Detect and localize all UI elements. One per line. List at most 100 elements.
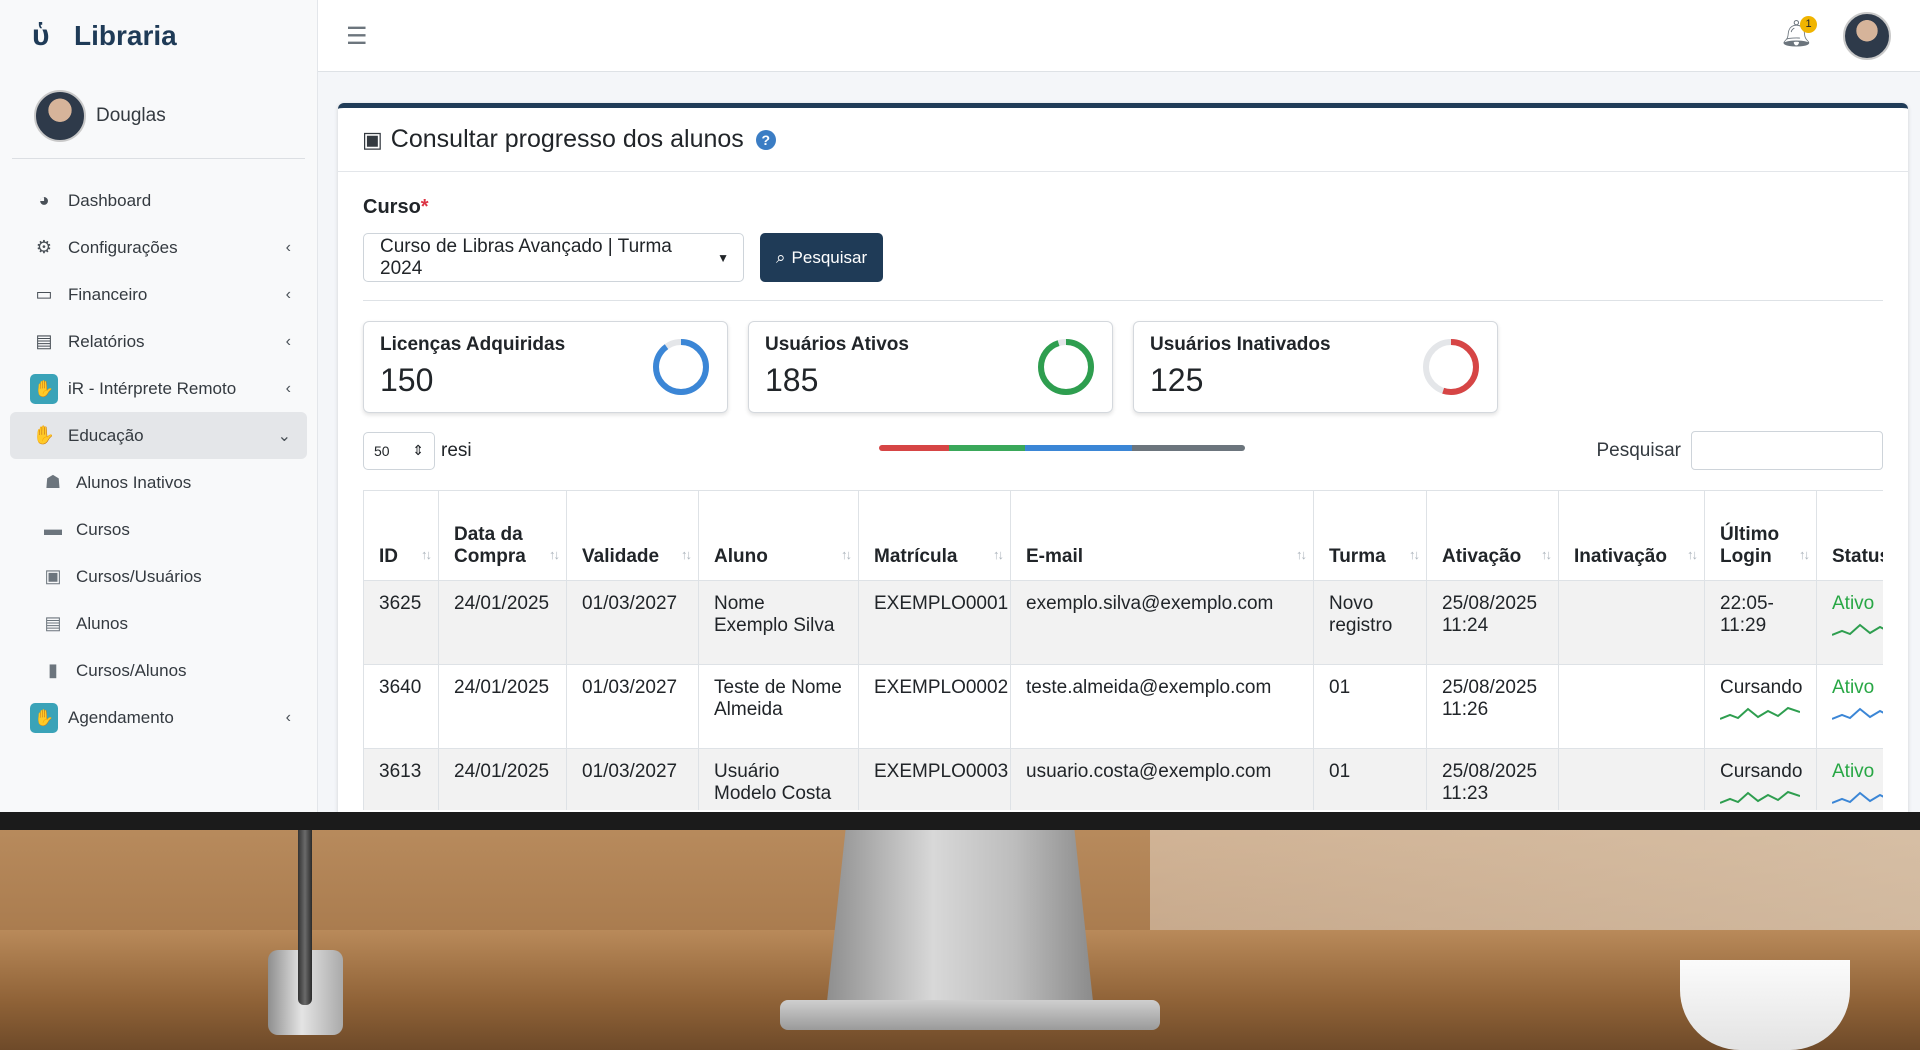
cell-value: EXEMPLO0002 — [874, 677, 1009, 698]
table-cell: Ativo — [1816, 664, 1883, 749]
cell-value: Teste de Nome Almeida — [714, 677, 842, 720]
sidebar-item-educacao[interactable]: ✋ Educação ⌄ — [10, 412, 307, 459]
column-header-label: Ativação — [1442, 546, 1522, 567]
sidebar-item-agendamento[interactable]: ✋ Agendamento ‹ — [10, 694, 307, 741]
cell-value: 3640 — [379, 677, 422, 698]
hamburger-menu-icon[interactable]: ☰ — [346, 23, 368, 50]
avatar — [34, 90, 86, 142]
notification-badge: 1 — [1800, 16, 1817, 33]
table-row[interactable]: 3625 24/01/2025 01/03/2027 Nome Exemplo Sil… — [363, 580, 1883, 665]
cell-value: Ativo — [1832, 677, 1875, 698]
column-header[interactable]: Status↑↓ — [1816, 490, 1883, 581]
dashboard-icon: ◕ — [38, 190, 50, 210]
progress-segment — [879, 445, 949, 451]
page-length-select[interactable]: 50 ⇕ — [363, 431, 435, 470]
table-cell: usuario.costa@exemplo.com — [1010, 748, 1314, 810]
sidebar-item-interprete-remoto[interactable]: ✋ iR - Intérprete Remoto ‹ — [10, 365, 307, 412]
sidebar-item-cursos-usuarios[interactable]: ▣ Cursos/Usuários — [10, 553, 307, 600]
stat-label: Licenças Adquiridas — [380, 334, 566, 355]
sort-updown-icon: ⇕ — [412, 442, 424, 458]
sidebar-item-financeiro[interactable]: ▭ Financeiro ‹ — [10, 271, 307, 318]
filter-input[interactable] — [1691, 431, 1883, 470]
brand-name: Libraria — [74, 20, 177, 51]
cell-value: teste.almeida@exemplo.com — [1026, 677, 1272, 698]
table-cell: Teste de Nome Almeida — [698, 664, 859, 749]
id-card-icon: ▣ — [362, 126, 383, 152]
progress-card: ▣ Consultar progresso dos alunos ? Curso… — [338, 103, 1908, 812]
column-header-label: Turma — [1329, 546, 1386, 567]
sort-icon: ↑↓ — [1799, 547, 1810, 562]
table-cell: Cursando — [1704, 664, 1817, 749]
search-button[interactable]: ⌕ Pesquisar — [760, 233, 884, 282]
column-header-label: Matrícula — [874, 546, 958, 567]
sparkline — [1720, 790, 1800, 804]
sparkline-path — [1832, 623, 1883, 636]
monitor: ὑ Libraria Douglas ◕ Dashboard ⚙ Configu… — [0, 0, 1920, 830]
filter-label: Pesquisar — [1596, 439, 1682, 461]
course-select[interactable]: Curso de Libras Avançado | Turma 2024 ▼ — [363, 233, 744, 282]
sign-language-icon: ✋ — [32, 425, 56, 445]
donut-fill — [1423, 339, 1479, 395]
cell-value: exemplo.silva@exemplo.com — [1026, 593, 1274, 614]
table-cell: 01/03/2027 — [566, 748, 699, 810]
user-panel[interactable]: Douglas — [12, 72, 305, 159]
sidebar-item-alunos-inativos[interactable]: ☗ Alunos Inativos — [10, 459, 307, 506]
sidebar-item-dashboard[interactable]: ◕ Dashboard — [10, 177, 307, 224]
table-cell: Cursando — [1704, 748, 1817, 810]
sidebar-item-alunos[interactable]: ▤ Alunos — [10, 600, 307, 647]
search-button-label: Pesquisar — [791, 247, 868, 267]
page-length-suffix: resi — [441, 439, 472, 461]
column-header[interactable]: Aluno ↑↓ — [698, 490, 859, 581]
table-row[interactable]: 3640 24/01/2025 01/03/2027 Teste de Nome Al… — [363, 664, 1883, 749]
table-cell: 24/01/2025 — [438, 580, 567, 665]
required-mark: * — [420, 196, 429, 218]
stat-card: Licenças Adquiridas 150 — [363, 321, 728, 413]
brand[interactable]: ὑ Libraria — [0, 0, 317, 72]
column-header[interactable]: Ativação ↑↓ — [1426, 490, 1559, 581]
sidebar-item-configuracoes[interactable]: ⚙ Configurações ‹ — [10, 224, 307, 271]
cell-value: 24/01/2025 — [454, 677, 550, 698]
column-header[interactable]: Data da Compra ↑↓ — [438, 490, 567, 581]
sidebar-item-cursos[interactable]: ▬ Cursos — [10, 506, 307, 553]
column-header[interactable]: Turma ↑↓ — [1313, 490, 1427, 581]
column-header[interactable]: Validade ↑↓ — [566, 490, 699, 581]
caret-down-icon: ▼ — [717, 250, 729, 265]
column-header-label: Validade — [582, 546, 660, 567]
table-cell: Ativo — [1816, 580, 1883, 665]
progress-strip — [879, 445, 1245, 451]
user-avatar-button[interactable] — [1843, 12, 1891, 60]
table-row[interactable]: 3613 24/01/2025 01/03/2027 Usuário Modelo C… — [363, 748, 1883, 810]
column-header[interactable]: Último Login ↑↓ — [1704, 490, 1817, 581]
column-header[interactable]: ID ↑↓ — [363, 490, 439, 581]
screen: ὑ Libraria Douglas ◕ Dashboard ⚙ Configu… — [0, 0, 1920, 812]
chevron-left-icon: ‹ — [285, 379, 291, 397]
table-cell: 3613 — [363, 748, 439, 810]
users-cog-icon: ⚙ — [35, 237, 53, 257]
sidebar-item-relatorios[interactable]: ▤ Relatórios ‹ — [10, 318, 307, 365]
table-cell: EXEMPLO0003 — [858, 748, 1011, 810]
sort-icon: ↑↓ — [549, 547, 560, 562]
column-header[interactable]: Inativação ↑↓ — [1558, 490, 1705, 581]
table-cell: Nome Exemplo Silva — [698, 580, 859, 665]
cell-value: usuario.costa@exemplo.com — [1026, 761, 1272, 782]
column-header[interactable]: E-mail ↑↓ — [1010, 490, 1314, 581]
cell-value: Cursando — [1720, 677, 1803, 698]
table-cell: 24/01/2025 — [438, 664, 567, 749]
column-header-label: Inativação — [1574, 546, 1667, 567]
sidebar-item-cursos-alunos[interactable]: ▮ Cursos/Alunos — [10, 647, 307, 694]
column-header[interactable]: Matrícula ↑↓ — [858, 490, 1011, 581]
table-cell: EXEMPLO0002 — [858, 664, 1011, 749]
table-cell: teste.almeida@exemplo.com — [1010, 664, 1314, 749]
help-icon[interactable]: ? — [755, 129, 776, 150]
user-graduate-icon: ☗ — [44, 472, 62, 492]
sidebar-item-label: Financeiro — [68, 284, 148, 304]
sidebar-item-label: Dashboard — [68, 190, 152, 210]
chevron-left-icon: ‹ — [285, 238, 291, 256]
topbar: ☰ 🔔︎ 1 — [318, 0, 1920, 72]
donut-gauge — [1038, 339, 1094, 395]
table-cell: Ativo — [1816, 748, 1883, 810]
column-header-label: Aluno — [714, 546, 768, 567]
sidebar-item-label: Alunos Inativos — [76, 472, 192, 492]
sidebar-item-label: Relatórios — [68, 331, 145, 351]
address-card-icon: ▣ — [44, 566, 62, 586]
